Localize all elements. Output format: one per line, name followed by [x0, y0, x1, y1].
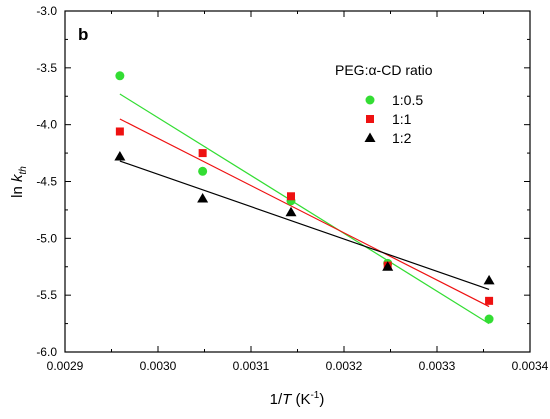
y-tick-label: -3.0: [36, 4, 57, 18]
fit-line-circle: [119, 93, 490, 325]
data-point-triangle: [483, 274, 495, 285]
y-tick-label: -5.5: [36, 288, 57, 302]
y-tick-label: -4.0: [36, 118, 57, 132]
data-point-square: [286, 192, 295, 201]
legend-label: 1:0.5: [392, 92, 423, 108]
data-point-triangle: [114, 150, 126, 161]
fit-lines: [119, 93, 490, 325]
x-tick-label: 0.0031: [233, 359, 270, 373]
data-point-triangle: [382, 261, 394, 271]
legend-label: 1:1: [392, 111, 412, 127]
data-points: [114, 71, 495, 324]
data-point-triangle: [285, 206, 297, 217]
panel-label: b: [78, 25, 88, 44]
data-point-square: [485, 296, 494, 305]
x-tick-label: 0.0033: [419, 359, 456, 373]
x-axis-title: 1/T (K-1): [270, 390, 325, 408]
data-point-circle: [198, 166, 208, 176]
data-point-triangle: [197, 193, 209, 203]
x-tick-label: 0.0034: [512, 359, 549, 373]
y-tick-label: -5.0: [36, 231, 57, 245]
x-tick-label: 0.0030: [140, 359, 177, 373]
legend-label: 1:2: [392, 130, 412, 146]
legend-marker-triangle: [364, 132, 376, 142]
legend-marker-circle: [365, 95, 375, 105]
legend-marker-square: [366, 115, 374, 123]
y-tick-label: -3.5: [36, 61, 57, 75]
data-point-circle: [115, 71, 125, 81]
fit-line-triangle: [119, 160, 490, 291]
plot-frame: [64, 10, 531, 353]
axis-ticks: 0.0029 0.0030 0.0031 0.0032 0.0033 0.0034 -6.0…: [36, 4, 548, 373]
legend-entries: 1:0.5 1:1 1:2: [364, 92, 423, 146]
legend-title: PEG:α-CD ratio: [335, 62, 433, 78]
legend: PEG:α-CD ratio 1:0.5 1:1 1:2: [335, 62, 433, 146]
y-tick-label: -6.0: [36, 345, 57, 359]
x-tick-label: 0.0032: [326, 359, 363, 373]
x-tick-label: 0.0029: [47, 359, 84, 373]
y-tick-label: -4.5: [36, 175, 57, 189]
y-axis-title: ln kth: [9, 166, 29, 198]
data-point-square: [198, 149, 207, 158]
data-point-square: [115, 127, 124, 136]
data-point-circle: [484, 314, 494, 324]
fit-line-square: [119, 118, 490, 308]
